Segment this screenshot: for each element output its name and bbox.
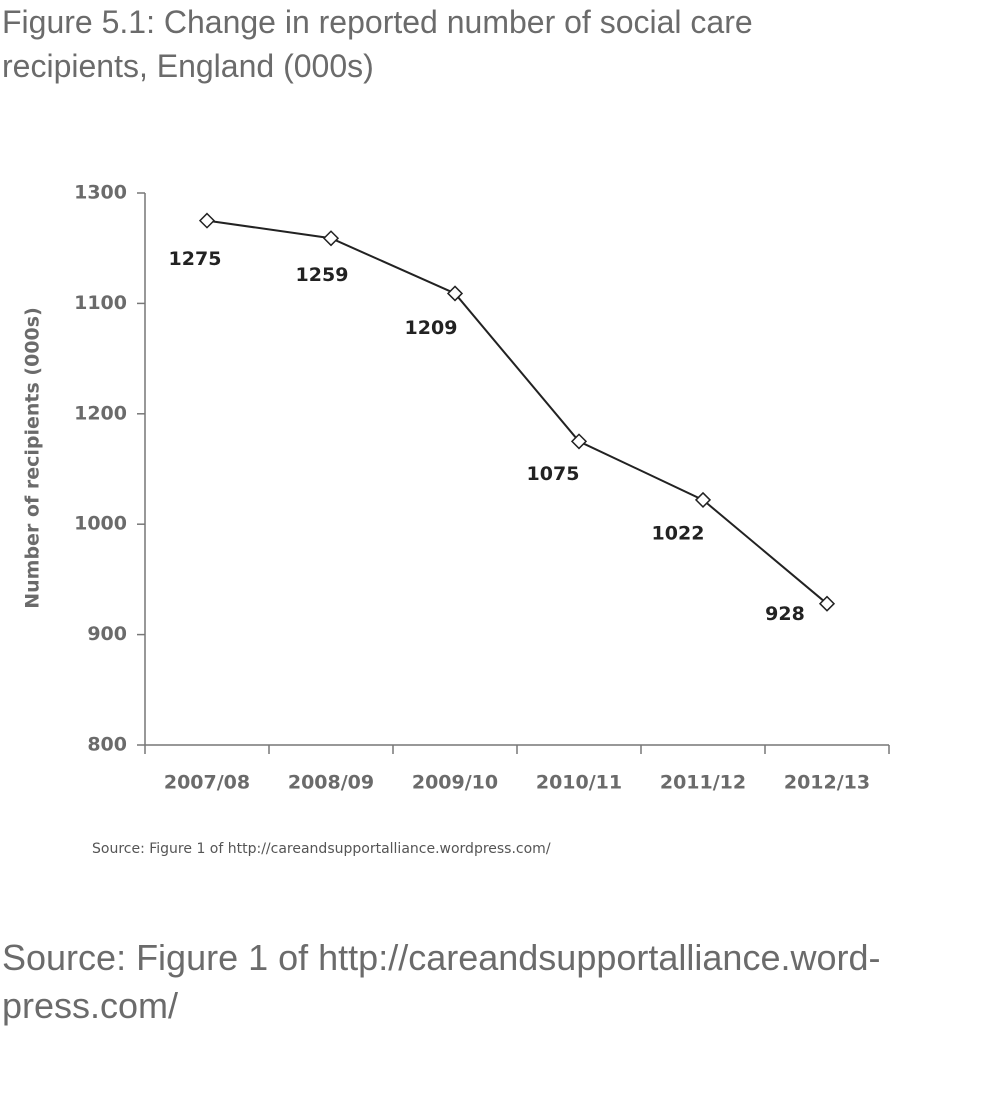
x-tick-label: 2011/12	[660, 772, 746, 794]
x-tick-label: 2010/11	[536, 772, 622, 794]
chart-title: Figure 5.1: Change in reported number of…	[2, 4, 753, 84]
data-label: 1259	[296, 264, 349, 286]
marker	[446, 285, 464, 302]
marker	[322, 230, 340, 247]
data-label: 928	[765, 603, 805, 625]
y-tick-label: 1300	[74, 182, 127, 204]
x-tick-label: 2008/09	[288, 772, 374, 794]
caption: Source: Figure 1 of http://careandsuppor…	[2, 937, 881, 1026]
data-label: 1275	[169, 248, 222, 270]
y-tick-label: 1000	[74, 513, 127, 535]
x-tick-label: 2009/10	[412, 772, 498, 794]
line	[206, 219, 828, 605]
y-tick-label: 1200	[74, 402, 127, 424]
data-label: 1075	[527, 463, 580, 485]
y-tick-label: 800	[87, 734, 127, 756]
marker	[198, 212, 216, 229]
data-label: 1209	[405, 317, 458, 339]
data-label: 1022	[652, 522, 705, 544]
marker	[818, 595, 836, 612]
marker	[570, 433, 588, 450]
y-axis-title: Number of recipients (000s)	[22, 307, 44, 609]
x-tick-label: 2007/08	[164, 772, 250, 794]
x-tick-label: 2012/13	[784, 772, 870, 794]
source-note: Source: Figure 1 of http://careandsuppor…	[92, 841, 551, 857]
y-tick-label: 1100	[74, 292, 127, 314]
y-tick-label: 900	[87, 623, 127, 645]
marker	[694, 491, 712, 508]
